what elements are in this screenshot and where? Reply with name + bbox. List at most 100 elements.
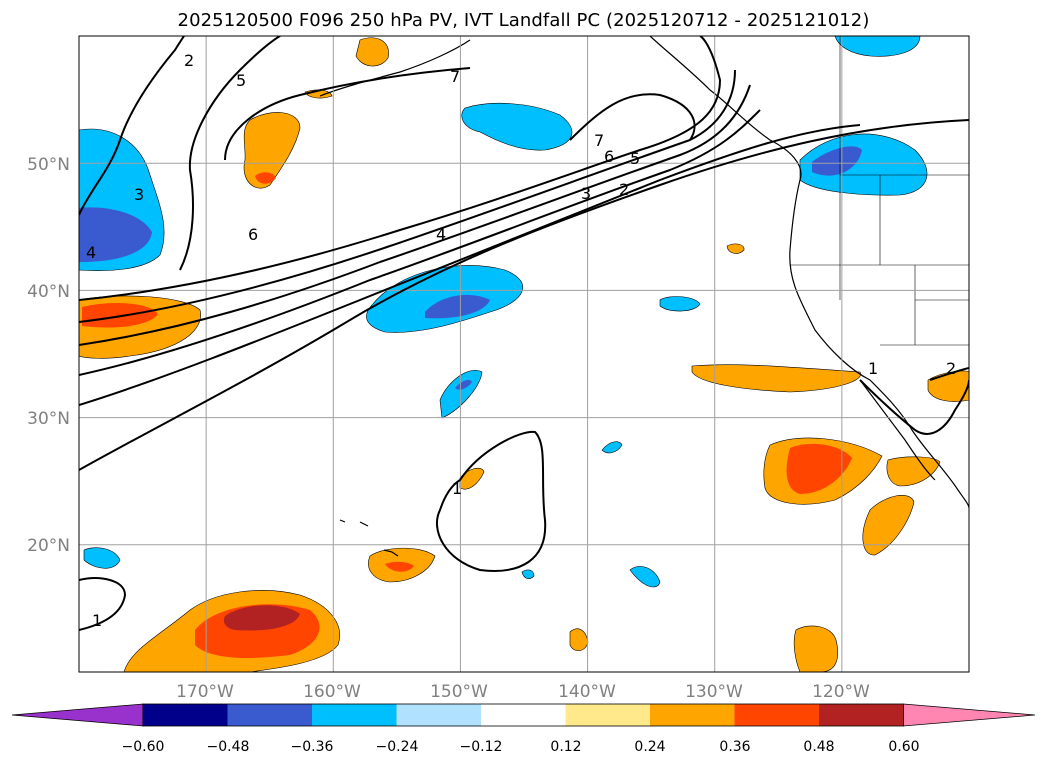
contour-14 — [929, 367, 969, 381]
colorbar-tick-label: −0.24 — [376, 739, 419, 755]
contour-11 — [224, 67, 471, 161]
contour-12 — [569, 93, 696, 141]
contour-9 — [79, 36, 185, 216]
aleutian-islands — [319, 39, 471, 97]
contour-label: 3 — [581, 184, 591, 203]
contour-label: 7 — [450, 67, 460, 86]
state-borders — [790, 36, 969, 346]
contour-8 — [435, 430, 547, 572]
colorbar-extend-max — [903, 703, 1036, 727]
colorbar — [11, 703, 1036, 727]
pos-anomaly-east — [927, 370, 969, 402]
colorbar-bin — [481, 704, 566, 726]
contour-7 — [79, 577, 127, 631]
neg-anomaly-central-core — [425, 294, 490, 319]
pos-anomaly-subtropical-band — [691, 364, 861, 393]
contour-13 — [859, 379, 969, 435]
contour-label: 5 — [236, 71, 246, 90]
lon-tick-label: 170°W — [176, 682, 234, 702]
lon-tick-label: 140°W — [558, 682, 616, 702]
lat-tick-label: 30°N — [27, 409, 70, 429]
pv-contours — [79, 36, 969, 631]
pos-anomaly-mexico-south — [862, 495, 915, 556]
colorbar-bin — [227, 704, 312, 726]
contour-10 — [179, 36, 281, 271]
contour-label: 6 — [604, 147, 614, 166]
lon-tick-label: 150°W — [430, 682, 488, 702]
colorbar-tick-labels: −0.60 −0.48 −0.36 −0.24 −0.12 0.12 0.24 … — [122, 739, 920, 755]
colorbar-tick-label: 0.24 — [634, 739, 665, 755]
lat-tick-label: 50°N — [27, 155, 70, 175]
contour-4 — [79, 84, 751, 346]
contour-3 — [79, 109, 761, 376]
contour-label: 6 — [248, 225, 258, 244]
colorbar-tick-label: −0.36 — [291, 739, 334, 755]
colorbar-tick-label: −0.60 — [122, 739, 165, 755]
map-plot-area: 2 5 7 7 6 5 3 2 6 4 3 4 1 1 1 2 — [79, 36, 969, 672]
colorbar-frame — [142, 703, 904, 727]
contour-6 — [79, 36, 722, 301]
neg-anomaly-nw-us-core — [812, 146, 862, 176]
contour-label: 2 — [184, 51, 194, 70]
neg-anomaly-small-5 — [83, 547, 121, 569]
colorbar-tick-label: −0.12 — [460, 739, 503, 755]
pos-anomaly-west-core — [82, 302, 158, 328]
colorbar-bin — [565, 704, 650, 726]
pos-anomaly-tiny-1 — [726, 243, 745, 254]
neg-anomaly-small-1-core — [455, 380, 472, 390]
neg-anomaly-small-4 — [629, 566, 661, 588]
pos-anomaly-hawaii-core — [385, 561, 414, 572]
colorbar-tick-label: 0.12 — [550, 739, 581, 755]
lat-tick-label: 20°N — [27, 536, 70, 556]
pos-anomaly-north — [355, 37, 389, 67]
lon-tick-label: 160°W — [303, 682, 361, 702]
neg-anomaly-small-2 — [659, 296, 701, 312]
contour-label: 4 — [436, 225, 446, 244]
gridlines — [79, 36, 969, 672]
colorbar-tick-label: 0.60 — [888, 739, 919, 755]
lat-tick-labels: 20°N 30°N 40°N 50°N — [27, 155, 70, 556]
neg-anomaly-west-core — [79, 207, 152, 262]
contour-1 — [79, 119, 969, 471]
colorbar-bin — [650, 704, 735, 726]
contour-label: 4 — [86, 243, 96, 262]
baja-peninsula — [859, 379, 936, 481]
map-title: 2025120500 F096 250 hPa PV, IVT Landfall… — [177, 10, 870, 31]
colorbar-tick-label: 0.36 — [719, 739, 750, 755]
neg-anomaly-gulf — [461, 102, 573, 151]
contour-label: 3 — [134, 185, 144, 204]
colorbar-bin — [312, 704, 397, 726]
pos-anomaly-south — [793, 625, 839, 672]
lon-tick-label: 120°W — [812, 682, 870, 702]
hawaiian-islands — [339, 519, 399, 557]
pos-anomaly-baja-core — [786, 443, 852, 494]
colorbar-bin — [143, 704, 228, 726]
contour-label: 2 — [946, 359, 956, 378]
contour-label: 1 — [452, 479, 462, 498]
colorbar-tick-label: −0.48 — [207, 739, 250, 755]
neg-anomaly-small-3 — [601, 441, 623, 454]
lon-tick-labels: 170°W 160°W 150°W 140°W 130°W 120°W — [176, 682, 870, 702]
colorbar-extend-min — [11, 703, 144, 727]
neg-anomaly-small-6 — [521, 569, 535, 579]
lat-tick-label: 40°N — [27, 282, 70, 302]
colorbar-tick-label: 0.48 — [803, 739, 834, 755]
us-state-lines — [790, 36, 969, 346]
pos-anomaly-bering — [243, 112, 301, 189]
neg-anomaly-canada — [834, 36, 921, 57]
colorbar-bin — [819, 704, 904, 726]
map-frame — [78, 35, 970, 673]
contour-label: 7 — [594, 131, 604, 150]
contour-label: 5 — [630, 149, 640, 168]
colorbar-bin — [396, 704, 481, 726]
contour-5 — [79, 69, 736, 323]
colorbar-bin — [734, 704, 819, 726]
pos-anomaly-southwest-core — [223, 605, 300, 631]
lon-tick-label: 130°W — [685, 682, 743, 702]
pos-anomaly-mexico — [886, 456, 941, 487]
contour-label: 1 — [868, 359, 878, 378]
neg-anomaly-nw-us — [799, 133, 928, 196]
contour-label: 2 — [619, 180, 629, 199]
pos-anomaly-bering-core — [255, 172, 276, 184]
